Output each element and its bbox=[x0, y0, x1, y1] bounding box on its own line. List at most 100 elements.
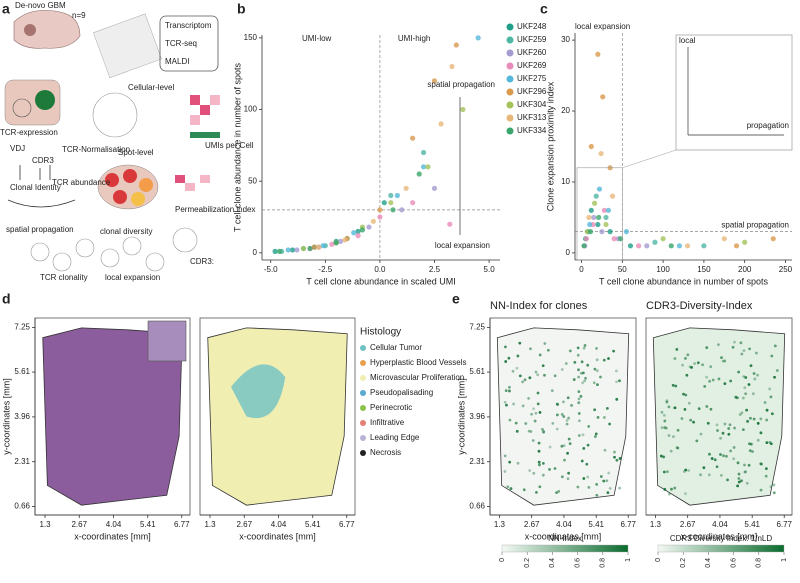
texture-dot bbox=[504, 345, 507, 349]
texture-dot bbox=[538, 463, 541, 467]
texture-dot bbox=[592, 381, 596, 385]
texture-dot bbox=[582, 446, 586, 450]
x-tick-label: -2.5 bbox=[318, 265, 332, 274]
texture-dot bbox=[615, 380, 618, 384]
texture-dot bbox=[720, 356, 723, 360]
texture-dot bbox=[548, 445, 552, 449]
texture-dot bbox=[560, 475, 564, 479]
y-tick-label: 5.61 bbox=[469, 367, 485, 376]
texture-dot bbox=[684, 357, 687, 360]
diagram-text: TCR-expression bbox=[0, 128, 58, 137]
point bbox=[618, 236, 624, 242]
texture-dot bbox=[715, 465, 719, 469]
texture-dot bbox=[506, 485, 510, 489]
point bbox=[311, 244, 318, 250]
diagram-text: VDJ bbox=[10, 144, 25, 153]
point bbox=[272, 248, 278, 255]
texture-dot bbox=[570, 403, 573, 407]
diagram-text: CDR3 bbox=[32, 156, 54, 165]
texture-dot bbox=[665, 400, 669, 404]
annotation: local expansion bbox=[575, 22, 630, 31]
texture-dot bbox=[693, 362, 696, 365]
diagram-text: TCR-Normalisation bbox=[62, 145, 130, 154]
point bbox=[377, 214, 383, 220]
point bbox=[342, 237, 348, 243]
x-axis-label: x-coordinates [mm] bbox=[239, 531, 316, 541]
texture-dot bbox=[722, 454, 725, 458]
texture-dot bbox=[603, 448, 607, 452]
texture-dot bbox=[615, 397, 619, 401]
texture-dot bbox=[675, 347, 679, 351]
texture-dot bbox=[732, 457, 736, 461]
texture-dot bbox=[665, 399, 669, 403]
texture-dot bbox=[556, 413, 559, 417]
texture-dot bbox=[507, 356, 511, 360]
texture-dot bbox=[745, 481, 749, 485]
texture-dot bbox=[686, 353, 690, 357]
point bbox=[316, 244, 322, 250]
texture-dot bbox=[593, 367, 597, 371]
texture-dot bbox=[567, 471, 571, 475]
texture-dot bbox=[529, 430, 533, 433]
legend-marker bbox=[360, 450, 366, 456]
y-tick-label: 3.96 bbox=[469, 412, 485, 421]
texture-dot bbox=[595, 493, 599, 497]
texture-dot bbox=[737, 370, 741, 374]
texture-dot bbox=[529, 347, 532, 351]
legend-marker bbox=[506, 101, 514, 109]
texture-dot bbox=[736, 461, 740, 465]
legend-label: UKF334 bbox=[517, 126, 547, 135]
diagram-text: spatial propagation bbox=[6, 225, 74, 234]
y-axis-label: T cell clone abundance in number of spot… bbox=[232, 63, 242, 232]
texture-dot bbox=[689, 418, 693, 422]
point bbox=[366, 224, 372, 230]
point bbox=[587, 221, 593, 228]
texture-dot bbox=[613, 450, 616, 454]
texture-dot bbox=[756, 438, 760, 442]
point bbox=[607, 229, 613, 235]
texture-dot bbox=[594, 432, 598, 436]
matrix bbox=[175, 175, 210, 191]
legend-title: Histology bbox=[360, 327, 401, 338]
legend-label: Necrosis bbox=[370, 448, 401, 457]
texture-dot bbox=[562, 415, 566, 418]
legend-marker bbox=[506, 88, 514, 96]
colorbar-tick-label: 0 bbox=[499, 558, 506, 562]
texture-dot bbox=[684, 492, 687, 496]
texture-dot bbox=[681, 363, 685, 367]
texture-dot bbox=[747, 463, 751, 467]
colorbar-tick-label: 0.2 bbox=[524, 558, 531, 568]
texture-dot bbox=[518, 374, 522, 378]
texture-dot bbox=[580, 459, 584, 463]
texture-dot bbox=[577, 434, 581, 437]
texture-dot bbox=[672, 435, 675, 439]
texture-dot bbox=[593, 435, 597, 438]
texture-dot bbox=[662, 455, 666, 459]
point bbox=[733, 243, 740, 249]
zoom-box bbox=[576, 167, 623, 261]
diagram-text: CDR3: bbox=[190, 257, 214, 266]
legend-label: UKF313 bbox=[517, 113, 547, 122]
point bbox=[300, 245, 307, 252]
texture-dot bbox=[595, 369, 599, 373]
point bbox=[351, 230, 357, 236]
y-tick-label: 3.96 bbox=[14, 412, 30, 421]
texture-dot bbox=[727, 427, 731, 430]
texture-dot bbox=[670, 487, 673, 491]
point bbox=[410, 200, 416, 206]
point bbox=[600, 94, 606, 100]
diagram-text: n=9 bbox=[72, 11, 86, 20]
point bbox=[609, 193, 616, 199]
texture-dot bbox=[674, 384, 678, 388]
texture-dot bbox=[565, 419, 569, 422]
tissue bbox=[42, 327, 183, 506]
texture-dot bbox=[528, 376, 532, 380]
texture-dot bbox=[577, 390, 581, 394]
y-tick-label: 30 bbox=[561, 35, 570, 44]
diagram-text: Permeabilization index bbox=[175, 205, 256, 214]
texture-dot bbox=[602, 416, 606, 419]
texture-dot bbox=[605, 479, 609, 483]
point bbox=[595, 221, 601, 228]
texture-dot bbox=[756, 421, 760, 425]
y-tick-label: 0.66 bbox=[14, 502, 30, 511]
